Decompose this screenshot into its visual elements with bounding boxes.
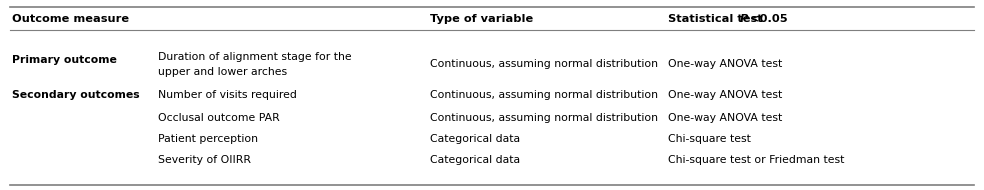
Text: P: P (740, 13, 749, 24)
Text: Type of variable: Type of variable (430, 13, 533, 24)
Text: One-way ANOVA test: One-way ANOVA test (668, 113, 782, 123)
Text: Outcome measure: Outcome measure (12, 13, 129, 24)
Text: Duration of alignment stage for the: Duration of alignment stage for the (158, 52, 351, 62)
Text: Patient perception: Patient perception (158, 134, 258, 144)
Text: Statistical test: Statistical test (668, 13, 767, 24)
Text: Continuous, assuming normal distribution: Continuous, assuming normal distribution (430, 113, 658, 123)
Text: Categorical data: Categorical data (430, 134, 521, 144)
Text: upper and lower arches: upper and lower arches (158, 67, 287, 77)
Text: Occlusal outcome PAR: Occlusal outcome PAR (158, 113, 279, 123)
Text: Chi-square test or Friedman test: Chi-square test or Friedman test (668, 155, 844, 165)
Text: Number of visits required: Number of visits required (158, 90, 297, 100)
Text: Secondary outcomes: Secondary outcomes (12, 90, 140, 100)
Text: Chi-square test: Chi-square test (668, 134, 751, 144)
Text: Continuous, assuming normal distribution: Continuous, assuming normal distribution (430, 59, 658, 69)
Text: One-way ANOVA test: One-way ANOVA test (668, 90, 782, 100)
Text: Categorical data: Categorical data (430, 155, 521, 165)
Text: Primary outcome: Primary outcome (12, 55, 117, 65)
Text: Severity of OIIRR: Severity of OIIRR (158, 155, 251, 165)
Text: <0.05: <0.05 (746, 13, 787, 24)
Text: One-way ANOVA test: One-way ANOVA test (668, 59, 782, 69)
Text: Continuous, assuming normal distribution: Continuous, assuming normal distribution (430, 90, 658, 100)
